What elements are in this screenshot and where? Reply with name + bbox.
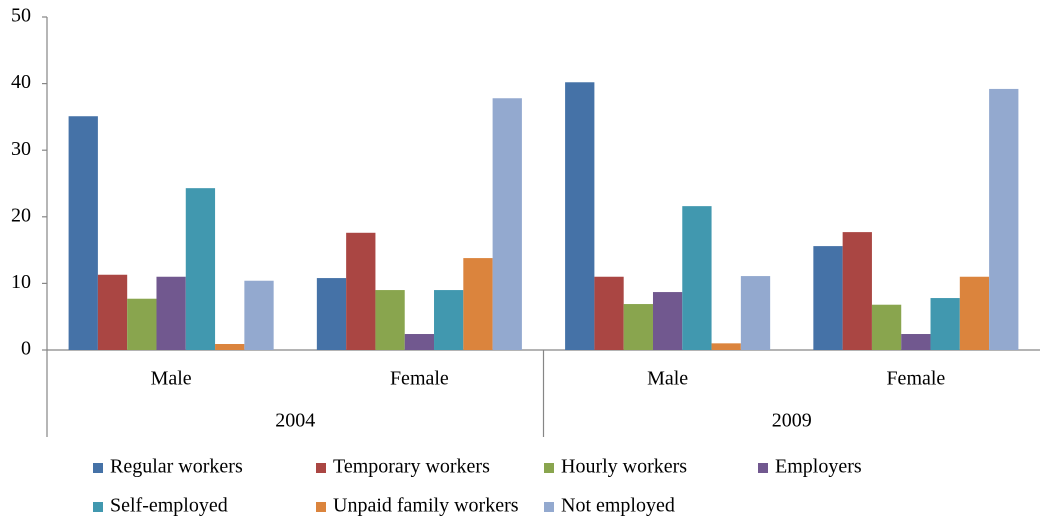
bar: [492, 98, 522, 350]
bar: [652, 292, 683, 350]
bar: [375, 290, 405, 350]
x-tick-label: Female: [390, 368, 449, 390]
bar: [682, 206, 712, 350]
bar: [711, 343, 741, 350]
bar: [623, 304, 653, 350]
bar: [68, 116, 98, 350]
bar: [463, 258, 493, 350]
y-tick-label: 30: [11, 138, 31, 160]
bar: [97, 274, 128, 350]
legend-marker: [93, 502, 103, 512]
bar: [434, 290, 464, 350]
bar: [989, 88, 1019, 350]
bar: [930, 298, 960, 350]
group-label: 2009: [772, 410, 812, 432]
bar: [185, 188, 216, 350]
bar: [565, 82, 595, 350]
y-tick-label: 0: [21, 338, 31, 360]
bar: [215, 344, 245, 350]
legend-label: Hourly workers: [561, 456, 687, 478]
legend-label: Temporary workers: [333, 456, 490, 478]
x-tick-label: Male: [647, 368, 688, 390]
legend-marker: [316, 502, 326, 512]
legend-label: Not employed: [561, 495, 675, 517]
legend-marker: [544, 502, 554, 512]
bar: [959, 276, 990, 350]
bar: [594, 276, 624, 350]
bar: [842, 232, 872, 350]
bar: [404, 334, 435, 350]
bar: [813, 246, 843, 350]
legend-label: Self-employed: [110, 495, 228, 517]
bar: [244, 280, 274, 350]
legend-label: Employers: [775, 456, 862, 478]
group-label: 2004: [275, 410, 315, 432]
legend-marker: [544, 463, 554, 473]
bar: [346, 232, 376, 350]
bar: [156, 276, 186, 350]
legend-marker: [758, 463, 768, 473]
y-tick-label: 50: [11, 5, 31, 27]
bar: [740, 276, 771, 350]
y-tick-label: 20: [11, 204, 31, 226]
y-tick-label: 10: [11, 271, 31, 293]
x-tick-label: Female: [886, 368, 945, 390]
legend-label: Regular workers: [110, 456, 243, 478]
legend-marker: [93, 463, 103, 473]
y-tick-label: 40: [11, 71, 31, 93]
x-tick-label: Male: [151, 368, 192, 390]
bar: [127, 298, 157, 350]
legend-marker: [316, 463, 326, 473]
bar: [871, 304, 902, 350]
bar: [901, 334, 931, 350]
bar: [316, 278, 347, 350]
legend-label: Unpaid family workers: [333, 495, 519, 517]
